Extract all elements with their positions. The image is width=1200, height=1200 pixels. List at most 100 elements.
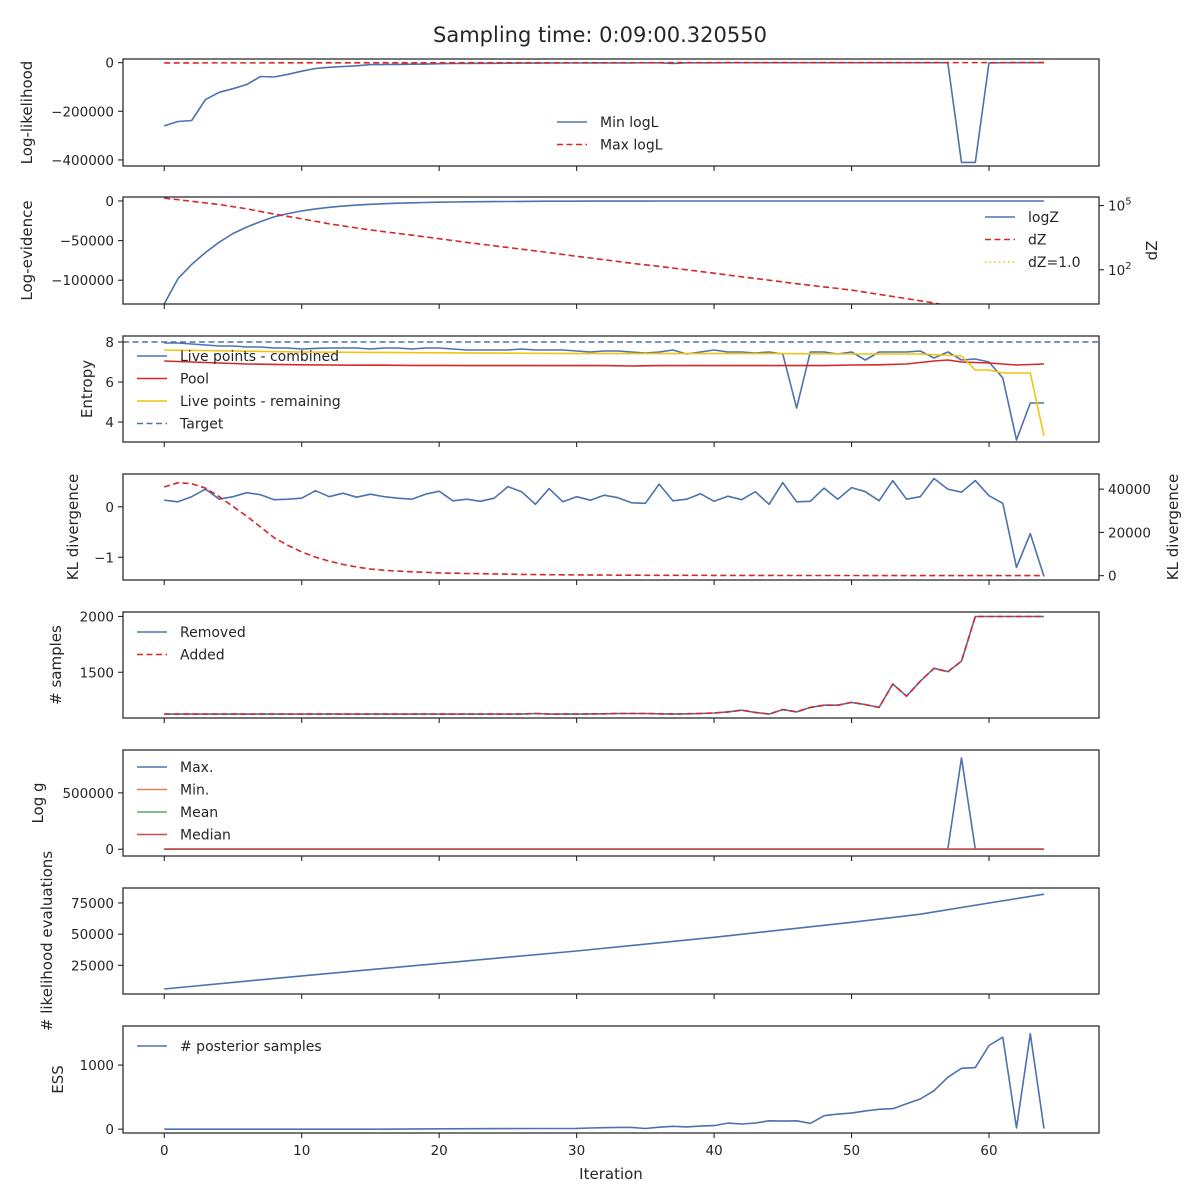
series-line-dz bbox=[164, 197, 943, 304]
y-tick-label: 4 bbox=[105, 415, 114, 431]
panel-1: 0 −200000 −400000 Log-likelihood Min logL Max… bbox=[18, 56, 1100, 171]
y-tick-label: −50000 bbox=[60, 234, 114, 250]
legend-label: Max. bbox=[180, 760, 213, 776]
y-tick-label: −1 bbox=[94, 550, 114, 566]
y-tick-label: 0 bbox=[105, 500, 114, 516]
legend-label: Target bbox=[179, 417, 224, 433]
panel-7: 75000 50000 25000 # likelihood evaluations bbox=[38, 851, 1100, 1031]
x-tick-label: 30 bbox=[568, 1143, 585, 1159]
y-axis-label: # likelihood evaluations bbox=[38, 851, 56, 1031]
series-line-posterior-samples bbox=[164, 1032, 1045, 1130]
y-tick-label: 0 bbox=[105, 842, 114, 858]
legend: logZ dZ dZ=1.0 bbox=[985, 210, 1080, 271]
y2-tick-label: 102 bbox=[1108, 261, 1132, 279]
legend-label: Max logL bbox=[600, 138, 663, 154]
legend-label: logZ bbox=[1028, 210, 1059, 226]
x-tick-label: 60 bbox=[980, 1143, 997, 1159]
panel-series bbox=[164, 893, 1045, 990]
series-line-series-0 bbox=[164, 893, 1045, 990]
axes-frame bbox=[122, 887, 1100, 995]
panel-series bbox=[163, 477, 1045, 577]
legend: # posterior samples bbox=[137, 1039, 322, 1055]
series-line-logz bbox=[163, 200, 1044, 304]
series-line-pool bbox=[164, 359, 1045, 367]
y-axis-label: Log-likelihood bbox=[18, 61, 36, 165]
series-line-live-points-combined bbox=[164, 342, 1044, 441]
panel-series bbox=[164, 757, 1044, 851]
y-axis-label: Log g bbox=[29, 782, 47, 823]
panel-series bbox=[163, 61, 1045, 164]
y-axis-label: Entropy bbox=[78, 360, 96, 418]
series-line-added bbox=[164, 615, 1044, 715]
axes-frame bbox=[122, 58, 1100, 167]
y-tick-label: 0 bbox=[105, 1122, 114, 1138]
y2-tick-label: 0 bbox=[1108, 569, 1117, 585]
legend-label: Live points - combined bbox=[180, 349, 339, 365]
legend-label: Removed bbox=[180, 625, 246, 641]
y-tick-label: 6 bbox=[105, 375, 114, 391]
legend-label: # posterior samples bbox=[180, 1039, 322, 1055]
panel-8: 0 10 20 30 40 50 60 1000 0 ESS # posterior samples bbox=[49, 1025, 1100, 1159]
x-tick-label: 50 bbox=[843, 1143, 860, 1159]
axes-frame bbox=[122, 335, 1100, 443]
y2-tick-label: 20000 bbox=[1108, 525, 1151, 541]
series-line-series-1 bbox=[163, 481, 1044, 577]
y-tick-label: −400000 bbox=[51, 153, 114, 169]
x-tick-label: 0 bbox=[160, 1143, 169, 1159]
panel-2: 0 −50000 −100000 Log-evidence 105 102 dZ logZ dZ… bbox=[18, 194, 1161, 309]
legend: Max. Min. Mean Median bbox=[137, 760, 231, 844]
y-tick-label: 0 bbox=[105, 56, 114, 72]
axes-frame bbox=[122, 196, 1100, 305]
y-tick-label: 75000 bbox=[71, 896, 114, 912]
figure-title: Sampling time: 0:09:00.320550 bbox=[433, 23, 767, 47]
series-line-series-0 bbox=[164, 477, 1045, 577]
y-tick-label: 1500 bbox=[80, 665, 114, 681]
panels: 0 −200000 −400000 Log-likelihood Min logL Max… bbox=[18, 56, 1182, 1159]
y-tick-label: −100000 bbox=[51, 273, 114, 289]
panel-series bbox=[164, 1032, 1045, 1130]
axes-frame bbox=[122, 1025, 1100, 1134]
legend-label: Mean bbox=[180, 805, 218, 821]
legend: Min logL Max logL bbox=[557, 115, 663, 154]
legend-label: Pool bbox=[180, 372, 209, 388]
y2-tick-label: 105 bbox=[1108, 197, 1132, 215]
legend-label: Median bbox=[180, 828, 231, 844]
y-tick-label: 8 bbox=[105, 335, 114, 351]
y-axis-label: # samples bbox=[47, 625, 65, 705]
y2-tick-label: 40000 bbox=[1108, 482, 1151, 498]
axes-frame bbox=[122, 473, 1100, 581]
legend-label: dZ bbox=[1028, 233, 1046, 249]
x-tick-label: 10 bbox=[293, 1143, 310, 1159]
axes-frame bbox=[122, 611, 1100, 719]
legend-label: Min. bbox=[180, 783, 209, 799]
legend: Live points - combined Pool Live points - … bbox=[137, 349, 341, 433]
axes-frame bbox=[122, 749, 1100, 857]
y-axis-label: KL divergence bbox=[64, 474, 82, 580]
y-tick-label: 2000 bbox=[80, 609, 114, 625]
y2-axis-label: KL divergence bbox=[1164, 474, 1182, 580]
y-tick-label: 50000 bbox=[71, 927, 114, 943]
y-axis-label: ESS bbox=[49, 1065, 67, 1094]
y-tick-label: 0 bbox=[105, 194, 114, 210]
y-axis-label: Log-evidence bbox=[18, 200, 36, 300]
panel-series bbox=[163, 197, 1044, 304]
y-tick-label: 25000 bbox=[71, 958, 114, 974]
legend-label: Added bbox=[180, 648, 225, 664]
y2-axis-label: dZ bbox=[1143, 241, 1161, 261]
y-tick-label: 500000 bbox=[62, 786, 114, 802]
panel-series bbox=[164, 615, 1044, 715]
legend: Removed Added bbox=[137, 625, 246, 664]
x-tick-label: 20 bbox=[431, 1143, 448, 1159]
legend-label: dZ=1.0 bbox=[1028, 255, 1080, 271]
panel-4: 0 −1 KL divergence 40000 20000 0 KL divergence bbox=[64, 473, 1182, 585]
y-tick-label: 1000 bbox=[80, 1058, 114, 1074]
legend-label: Min logL bbox=[600, 115, 659, 131]
legend-label: Live points - remaining bbox=[180, 394, 341, 410]
series-line-live-points-remaining bbox=[164, 349, 1045, 437]
panel-6: 500000 0 Log g Max. Min. Mean Median bbox=[29, 749, 1100, 861]
y-tick-label: −200000 bbox=[51, 104, 114, 120]
x-tick-label: 40 bbox=[706, 1143, 723, 1159]
